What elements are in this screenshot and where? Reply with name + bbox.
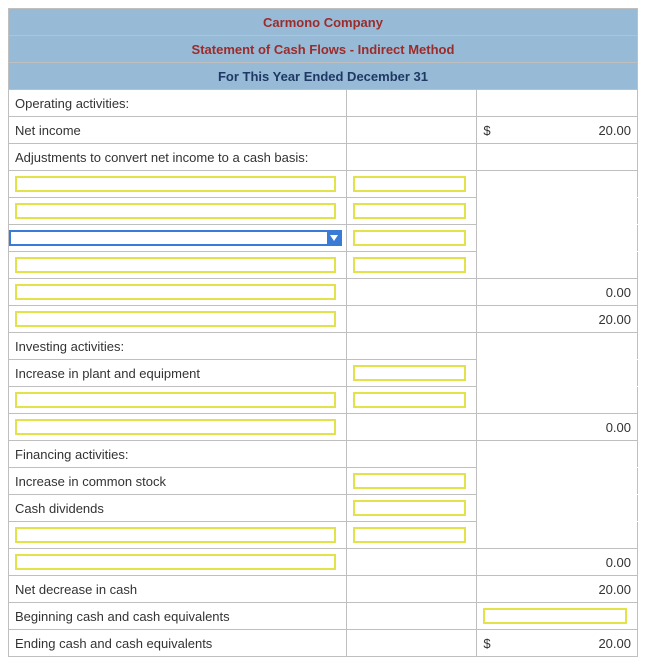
label-beginning: Beginning cash and cash equivalents bbox=[9, 603, 347, 630]
input-adj-mid-4[interactable] bbox=[353, 257, 467, 273]
input-fin-extra-mid[interactable] bbox=[353, 527, 467, 543]
value-net-decrease: 20.00 bbox=[477, 576, 638, 603]
input-op-subtotal-label[interactable] bbox=[15, 284, 336, 300]
input-adj-mid-1[interactable] bbox=[353, 176, 467, 192]
value-inv-total: 0.00 bbox=[477, 414, 638, 441]
header-title: Statement of Cash Flows - Indirect Metho… bbox=[9, 36, 638, 63]
input-beginning-value[interactable] bbox=[483, 608, 627, 624]
input-fin-total-label[interactable] bbox=[15, 554, 336, 570]
label-increase-plant: Increase in plant and equipment bbox=[9, 360, 347, 387]
label-net-income: Net income bbox=[9, 117, 347, 144]
input-plant-mid[interactable] bbox=[353, 365, 467, 381]
input-adj-label-1[interactable] bbox=[15, 176, 336, 192]
value-op-subtotal: 0.00 bbox=[477, 279, 638, 306]
input-adj-label-2[interactable] bbox=[15, 203, 336, 219]
label-dividends: Cash dividends bbox=[9, 495, 347, 522]
cash-flow-statement: Carmono Company Statement of Cash Flows … bbox=[8, 8, 638, 657]
label-increase-stock: Increase in common stock bbox=[9, 468, 347, 495]
input-adj-label-3-active[interactable] bbox=[9, 230, 342, 246]
value-fin-total: 0.00 bbox=[477, 549, 638, 576]
label-ending: Ending cash and cash equivalents bbox=[9, 630, 347, 657]
input-adj-mid-2[interactable] bbox=[353, 203, 467, 219]
value-ending: $ 20.00 bbox=[477, 630, 638, 657]
input-adj-mid-3[interactable] bbox=[353, 230, 467, 246]
dropdown-handle-icon[interactable] bbox=[327, 231, 341, 245]
value-op-total: 20.00 bbox=[477, 306, 638, 333]
label-investing: Investing activities: bbox=[9, 333, 347, 360]
input-inv-extra-label[interactable] bbox=[15, 392, 336, 408]
value-net-income: $ 20.00 bbox=[477, 117, 638, 144]
input-adj-label-4[interactable] bbox=[15, 257, 336, 273]
input-fin-extra-label[interactable] bbox=[15, 527, 336, 543]
input-op-total-label[interactable] bbox=[15, 311, 336, 327]
input-inv-extra-mid[interactable] bbox=[353, 392, 467, 408]
label-operating: Operating activities: bbox=[9, 90, 347, 117]
input-dividends-mid[interactable] bbox=[353, 500, 467, 516]
header-period: For This Year Ended December 31 bbox=[9, 63, 638, 90]
label-financing: Financing activities: bbox=[9, 441, 347, 468]
label-adjustments: Adjustments to convert net income to a c… bbox=[9, 144, 347, 171]
label-net-decrease: Net decrease in cash bbox=[9, 576, 347, 603]
input-inv-total-label[interactable] bbox=[15, 419, 336, 435]
header-company: Carmono Company bbox=[9, 9, 638, 36]
input-stock-mid[interactable] bbox=[353, 473, 467, 489]
